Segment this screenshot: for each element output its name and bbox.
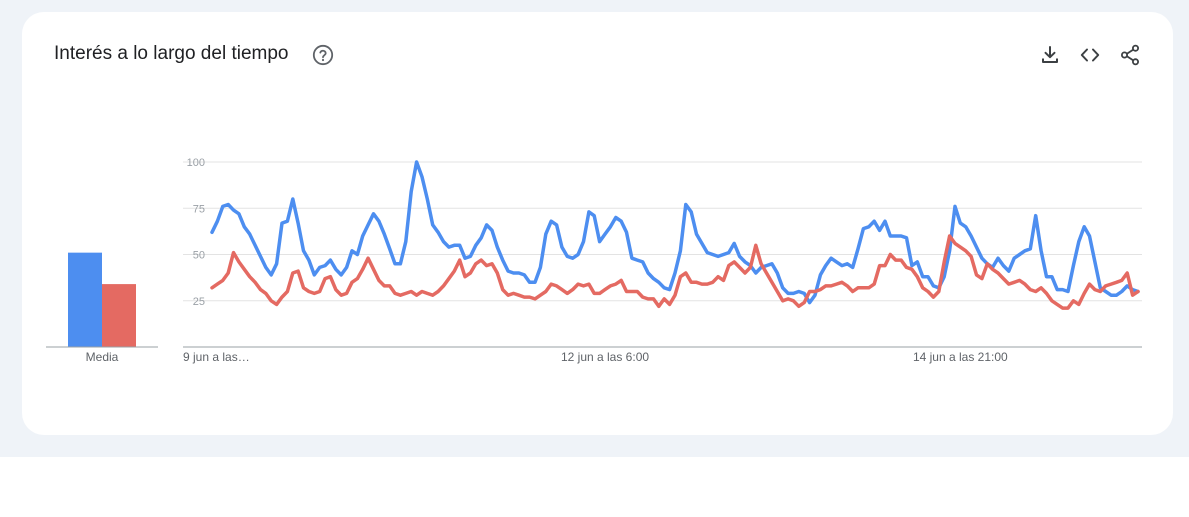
average-bar-series-2 (102, 284, 136, 347)
share-icon[interactable] (1118, 43, 1142, 67)
embed-code-icon[interactable] (1078, 43, 1102, 67)
y-tick-label: 75 (193, 203, 205, 215)
average-label: Media (85, 350, 119, 364)
chart-series (210, 160, 1140, 310)
x-tick-label: 12 jun a las 6:00 (561, 350, 649, 364)
chart-grid (183, 161, 1142, 348)
y-tick-label: 25 (193, 296, 205, 308)
series-line-2[interactable] (210, 234, 1140, 310)
y-axis-ticks: 25 50 75 100 (187, 157, 205, 308)
download-icon[interactable] (1038, 43, 1062, 67)
y-tick-label: 50 (193, 250, 205, 262)
help-circle-icon[interactable] (311, 43, 335, 67)
y-tick-label: 100 (187, 157, 205, 169)
series-line-1[interactable] (210, 160, 1140, 305)
x-axis-ticks: 9 jun a las… 12 jun a las 6:00 14 jun a la… (183, 350, 1008, 364)
average-bar-chart (46, 252, 158, 348)
x-tick-label: 14 jun a las 21:00 (913, 350, 1008, 364)
x-tick-label: 9 jun a las… (183, 350, 250, 364)
average-bar-series-1 (68, 252, 102, 347)
card-title: Interés a lo largo del tiempo (54, 43, 289, 64)
